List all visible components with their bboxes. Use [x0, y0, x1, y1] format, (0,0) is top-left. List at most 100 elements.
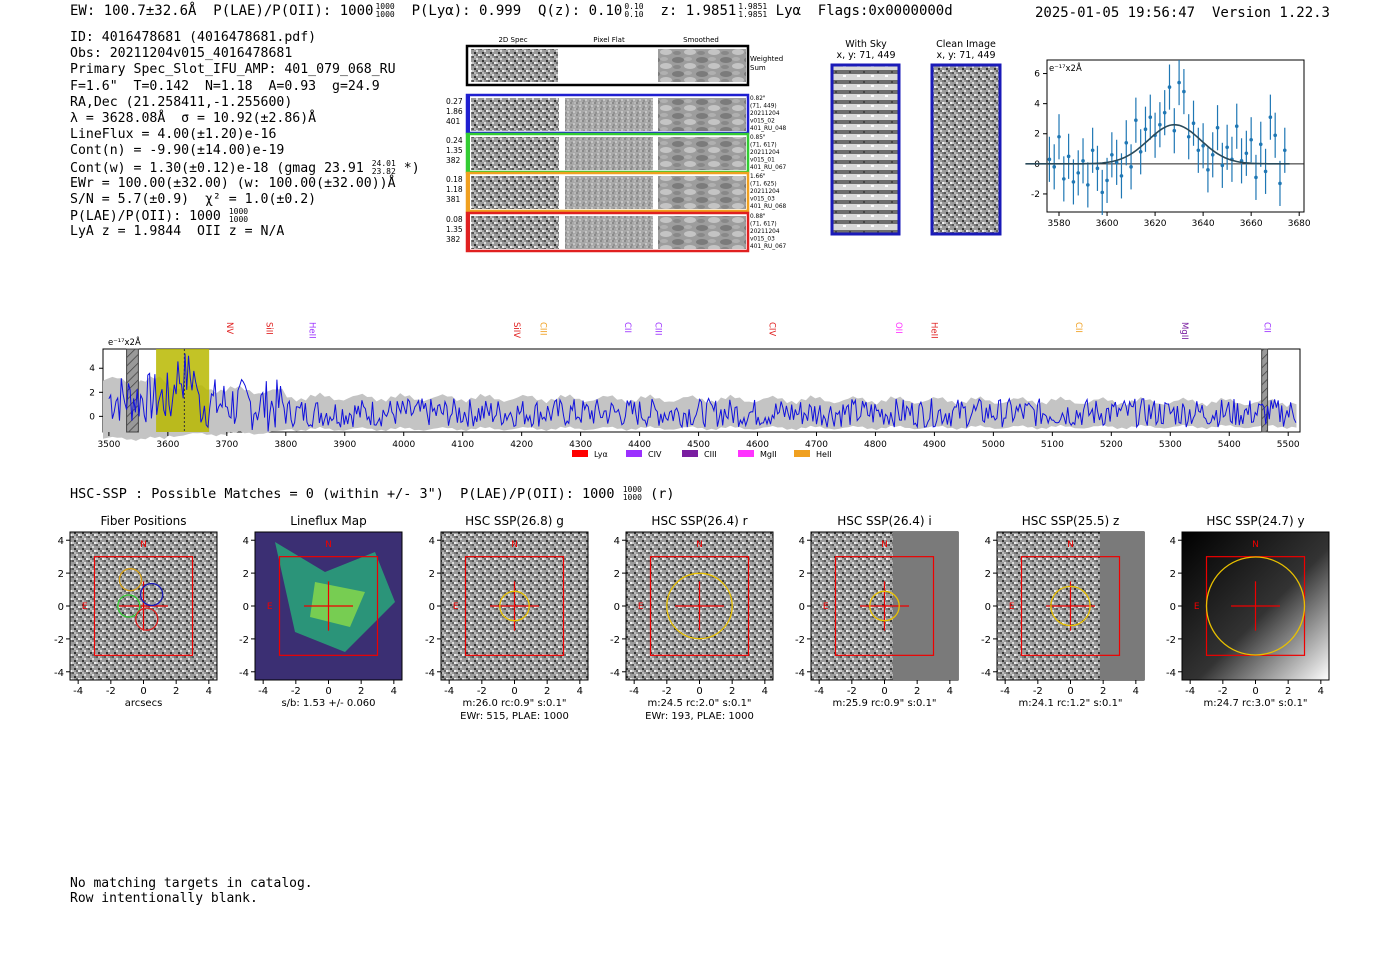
hsc-xtick-label: -4	[73, 686, 83, 697]
cutout-meta: 20211204	[750, 189, 780, 195]
hsc-caption-2: EWr: 193, PLAE: 1000	[645, 711, 754, 722]
hsc-xtick-label: -4	[1185, 686, 1195, 697]
cutout-pixelflat	[565, 216, 653, 249]
cutout-meta: v015_02	[750, 119, 775, 125]
lineflux-peak	[310, 582, 365, 627]
cutout-meta: v015_03	[750, 197, 775, 203]
cutout-pixelflat	[565, 98, 653, 131]
hsc-search-box	[278, 556, 379, 656]
full-line-label: HeII	[928, 322, 938, 339]
zoom-unit-label: e⁻¹⁷x2Å	[1049, 62, 1082, 74]
zoom-point	[1210, 153, 1215, 157]
hsc-panel-title: HSC SSP(26.4) r	[651, 514, 747, 528]
hsc-panel: HSC SSP(26.4) r N E -4 -4 -2 -2 0 0 2 2 4 4 m:24.5 rc…	[610, 514, 774, 722]
withsky-coords: x, y: 71, 449	[836, 50, 895, 61]
hsc-panels: Fiber Positions N E -4 -4 -2 -2 0 0 2 2 4 4 arcsecs Li…	[54, 514, 1330, 722]
hsc-summary-text: HSC-SSP : Possible Matches = 0 (within +…	[70, 486, 615, 502]
cutout-meta: (71, 617)	[750, 143, 777, 149]
hsc-caption-1: m:24.5 rc:2.0" s:0.1"	[647, 698, 751, 709]
zoom-point	[1047, 157, 1052, 162]
cutout-color-tab	[467, 213, 470, 251]
zoom-point	[1100, 190, 1105, 195]
hsc-caption-1: m:24.1 rc:1.2" s:0.1"	[1018, 698, 1122, 709]
hsc-aperture	[1205, 556, 1306, 656]
info-contw-row: Cont(w) = 1.30(±0.12)e-18 (gmag 23.91 24…	[70, 159, 420, 176]
hsc-xtick-label: 4	[947, 686, 953, 697]
legend-swatch	[572, 450, 588, 457]
zoom-point	[1249, 137, 1253, 142]
info-contw: Cont(w) = 1.30(±0.12)e-18 (gmag 23.91	[70, 160, 364, 176]
full-flux-line	[108, 353, 1297, 432]
hsc-ytick-label: 4	[1170, 536, 1176, 547]
full-xtick-label: 4500	[687, 440, 710, 450]
zoom-xtick-label: 3580	[1048, 219, 1071, 229]
legend-label: MgII	[760, 450, 777, 459]
zoom-ytick-label: 2	[1034, 130, 1040, 140]
zoom-point	[1119, 174, 1124, 178]
hsc-xtick-label: 4	[206, 686, 212, 697]
weighted-label-1: Weighted	[750, 55, 783, 63]
hsc-xtick-label: 2	[173, 686, 179, 697]
cutout-smoothed	[658, 216, 746, 249]
hsc-caption-1: m:25.9 rc:0.9" s:0.1"	[832, 698, 936, 709]
zoom-point	[1066, 154, 1071, 159]
full-xtick-label: 4700	[805, 440, 828, 450]
zoom-point	[1138, 150, 1143, 154]
hsc-xtick-label: -4	[444, 686, 454, 697]
hsc-xtick-label: 4	[1133, 686, 1139, 697]
compass-n: N	[881, 540, 888, 550]
legend-label: Lyα	[594, 450, 608, 459]
cutout-meta: 1.66"	[750, 174, 766, 180]
hsc-summary-lo: 1000	[622, 493, 642, 502]
hsc-panel-title: HSC SSP(26.4) i	[837, 514, 932, 528]
catalog-line-2: Row intentionally blank.	[70, 891, 258, 906]
hsc-aperture	[1050, 585, 1091, 627]
zoom-point	[1076, 171, 1081, 175]
info-radec: RA,Dec (21.258411,-1.255600)	[70, 94, 293, 110]
compass-n: N	[140, 540, 147, 550]
full-xtick-label: 4400	[628, 440, 651, 450]
hsc-ytick-label: -4	[981, 668, 991, 679]
cutout-stat: 382	[446, 156, 461, 165]
hsc-ytick-label: 2	[1170, 569, 1176, 580]
col-header-smoothed: Smoothed	[683, 36, 719, 44]
zoom-xtick-label: 3680	[1288, 219, 1311, 229]
hsc-ytick-label: -2	[981, 635, 991, 646]
col-header-pixelflat: Pixel Flat	[593, 36, 625, 44]
full-masked-region	[126, 348, 139, 433]
compass-n: N	[511, 540, 518, 550]
hsc-ytick-label: -2	[425, 635, 435, 646]
hsc-ytick-label: 2	[614, 569, 620, 580]
zoom-point	[1177, 80, 1181, 85]
hsc-ytick-label: 4	[429, 536, 435, 547]
legend-label: HeII	[816, 450, 832, 459]
compass-e: E	[1194, 602, 1200, 612]
zoom-point	[1124, 140, 1129, 145]
hsc-panel: HSC SSP(25.5) z N E -4 -4 -2 -2 0 0 2 2 4 4 m:24.1 rc…	[981, 514, 1145, 709]
cutout-2dspec	[471, 98, 559, 131]
flags-value: Flags:0x0000000d	[817, 3, 953, 19]
hsc-xtick-label: 0	[140, 686, 146, 697]
hsc-xtick-label: 2	[1100, 686, 1106, 697]
zoom-point	[1278, 181, 1282, 186]
hsc-ytick-label: -2	[610, 635, 620, 646]
hsc-caption-1: m:26.0 rc:0.9" s:0.1"	[462, 698, 566, 709]
full-xtick-label: 3700	[215, 440, 238, 450]
hsc-ytick-label: -2	[1166, 635, 1176, 646]
full-line-label: CIII	[653, 322, 663, 335]
info-primary: Primary Spec_Slot_IFU_AMP: 401_079_068_R…	[70, 62, 396, 78]
hsc-search-box	[93, 556, 194, 656]
z-hi: 1.9851	[738, 2, 768, 11]
full-xtick-label: 4900	[923, 440, 946, 450]
cutout-smoothed	[658, 98, 746, 131]
zoom-point	[1110, 153, 1114, 157]
full-xtick-label: 5100	[1041, 440, 1064, 450]
zoom-point	[1105, 178, 1109, 183]
hsc-panel-title: Fiber Positions	[100, 514, 186, 528]
hsc-panel-title: HSC SSP(26.8) g	[465, 514, 564, 528]
full-spectrum-chart: e⁻¹⁷x2Å 3500 3600 3700 3800 3900 4000 4100 4200…	[89, 322, 1301, 459]
hsc-panel-title: HSC SSP(25.5) z	[1022, 514, 1120, 528]
hsc-ytick-label: -2	[239, 635, 249, 646]
compass-e: E	[1009, 602, 1015, 612]
compass-e: E	[453, 602, 459, 612]
